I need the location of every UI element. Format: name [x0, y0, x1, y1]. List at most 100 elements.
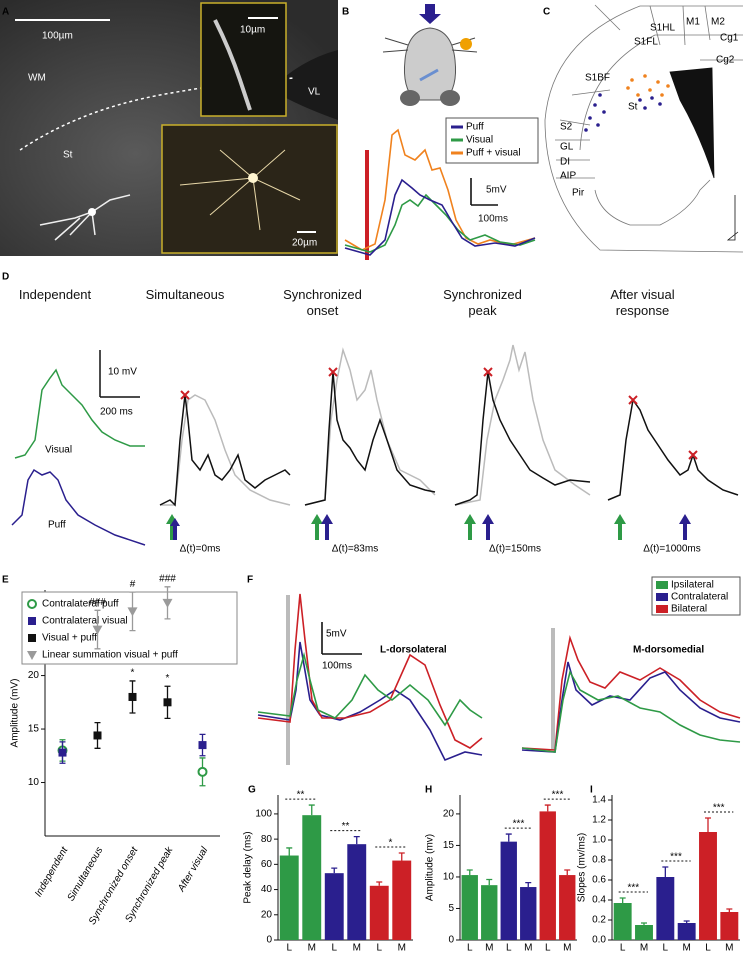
bar [613, 903, 632, 940]
bar [656, 877, 675, 940]
x-tick-label: L [620, 943, 626, 954]
panel-label: D [2, 272, 9, 283]
significance: *** [670, 852, 682, 863]
x-tick-label: M [725, 943, 733, 954]
legend-label: Contralateral [671, 592, 728, 603]
legend-swatch [656, 593, 668, 601]
x-tick-label: After visual [176, 845, 211, 895]
x-tick-label: L [376, 943, 382, 954]
y-tick-label: 1.0 [592, 835, 606, 846]
region-label: VL [308, 87, 321, 98]
legend-label: Contralateral visual [42, 616, 128, 627]
significance: ** [297, 790, 305, 801]
bar [461, 875, 478, 940]
region-label: S1BF [585, 73, 610, 84]
marker [58, 748, 67, 757]
region-label: Pir [572, 188, 585, 199]
significance: * [389, 838, 393, 849]
panel-label: B [342, 7, 349, 18]
y-axis-label: Amplitude (mv) [425, 834, 436, 901]
legend-label: Linear summation visual + puff [42, 650, 178, 661]
panel-label: H [425, 785, 432, 796]
scale-label: 5mV [486, 185, 507, 196]
region-label: M2 [711, 17, 725, 28]
bar [302, 815, 322, 940]
significance: *** [552, 790, 564, 801]
panel-label: A [2, 7, 9, 18]
stimulus-arrows [166, 514, 691, 540]
error-bar [353, 835, 360, 845]
mouse-diagram [382, 4, 478, 106]
condition-header: Independent [18, 287, 92, 302]
bar [481, 885, 498, 940]
region-label: DI [560, 157, 570, 168]
y-tick-label: 10 [28, 777, 40, 788]
region-label: Cg2 [716, 55, 735, 66]
error-bar [505, 833, 512, 842]
region-label: St [63, 150, 73, 161]
x-tick-label: M [563, 943, 571, 954]
x-tick-label: L [286, 943, 292, 954]
bar [324, 873, 344, 940]
region-label: St [628, 102, 638, 113]
legend-label: Puff [466, 122, 484, 133]
legend-label: Visual + puff [42, 633, 97, 644]
bar [635, 925, 653, 940]
x-tick-label: L [663, 943, 669, 954]
error-bar [564, 869, 571, 876]
y-tick-label: 0.0 [592, 935, 606, 946]
y-axis-label: Slopes (mv/ms) [577, 833, 588, 902]
x-tick-label: M [682, 943, 690, 954]
legend-label: Visual [466, 135, 493, 146]
y-tick-label: 80 [261, 834, 273, 845]
trace-label: Puff [48, 520, 66, 531]
bar [347, 844, 367, 940]
significance: ### [89, 597, 106, 608]
traces-d [11, 344, 739, 546]
marker [163, 698, 172, 707]
y-tick-label: 0.8 [592, 855, 606, 866]
marker [128, 692, 137, 701]
y-tick-label: 0.2 [592, 915, 606, 926]
delay-label: Δ(t)=83ms [332, 544, 378, 555]
bar [559, 875, 576, 940]
x-tick-label: M [640, 943, 648, 954]
micrograph: 100µm 10µm 20µm WM VL St [0, 0, 338, 256]
x-tick-label: L [705, 943, 711, 954]
x-tick-label: L [467, 943, 473, 954]
error-bar [466, 869, 473, 876]
bar [539, 811, 556, 940]
y-tick-label: 100 [255, 809, 272, 820]
scale-label: 100µm [42, 31, 73, 42]
error-bar [705, 817, 711, 832]
condition-header: Synchronized onset [283, 287, 362, 318]
error-bar [486, 878, 493, 886]
y-tick-label: 0.6 [592, 875, 606, 886]
marker [197, 766, 208, 777]
bar [279, 855, 299, 940]
trace-title: M-dorsomedial [633, 645, 704, 656]
marker [27, 599, 37, 609]
region-label: S2 [560, 122, 573, 133]
x-tick-label: M [398, 943, 406, 954]
trace-label: Visual [45, 445, 72, 456]
region-label: S1HL [650, 23, 675, 34]
y-tick-label: 20 [443, 809, 455, 820]
x-tick-label: L [545, 943, 551, 954]
significance: *** [627, 883, 639, 894]
x-tick-label: M [485, 943, 493, 954]
significance: * [131, 668, 135, 679]
marker [198, 741, 207, 750]
panel-label: I [590, 785, 593, 796]
legend-box [21, 591, 238, 665]
bar [720, 912, 739, 940]
legend-swatch [656, 605, 668, 613]
panel-label: E [2, 575, 9, 586]
significance: # [130, 579, 136, 590]
legend-label: Ipsilateral [671, 580, 714, 591]
bar [392, 860, 412, 940]
panel-label: C [543, 7, 550, 18]
traces-b: 5mV 100ms [344, 128, 536, 260]
delay-label: Δ(t)=150ms [489, 544, 541, 555]
